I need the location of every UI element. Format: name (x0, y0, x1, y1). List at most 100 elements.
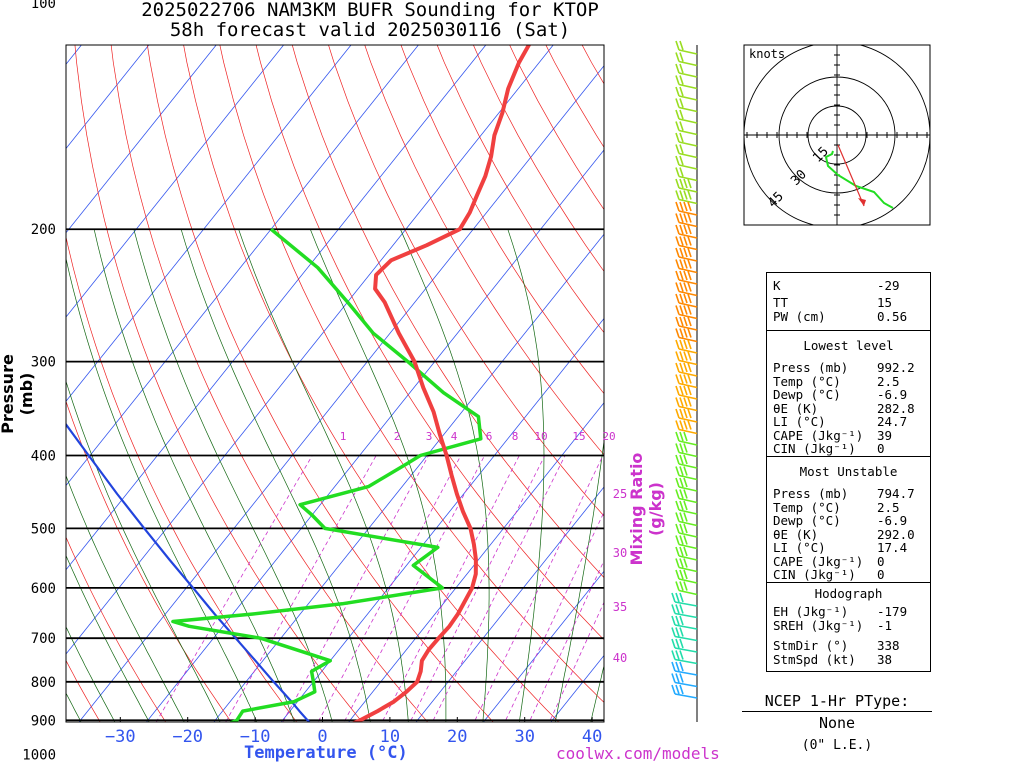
parcel-trace (66, 422, 311, 722)
pressure-tick-label: 500 (31, 521, 56, 537)
mixing-ratio-line (225, 455, 377, 722)
dry-adiabat-line (66, 235, 298, 722)
wind-barb (675, 98, 698, 113)
temperature-trace (351, 45, 532, 722)
wind-barb (675, 512, 698, 527)
wind-barb (671, 627, 698, 642)
isotherm-line (78, 65, 604, 722)
moist-adiabat-line (66, 554, 150, 722)
pressure-tick-label: 100 (31, 0, 56, 12)
wind-barb (675, 305, 698, 320)
wind-barb (675, 408, 698, 423)
mixing-ratio-label: 20 (602, 430, 615, 443)
indices-panel: K -29 TT 15 PW (cm) 0.56 Lowest level Press… (766, 272, 931, 672)
wind-barb (675, 190, 698, 205)
ptype-divider (742, 711, 932, 712)
wind-barb (675, 431, 698, 446)
pressure-tick-label: 800 (31, 675, 56, 691)
temperature-tick-label: 40 (582, 727, 602, 747)
wind-barb (675, 75, 698, 90)
moist-adiabat-line (400, 229, 490, 722)
mixing-ratio-line (282, 455, 429, 722)
isotherm-line (66, 45, 217, 234)
moist-adiabat-line (554, 438, 604, 722)
mixing-ratio-line (548, 601, 604, 722)
wind-barb (675, 420, 698, 435)
wind-barb (675, 259, 698, 274)
hodograph-row: EH (Jkg⁻¹) -179 (773, 604, 908, 619)
mixing-ratio-label: 8 (512, 430, 519, 443)
moist-adiabat-line (66, 256, 258, 722)
dewpoint-trace (171, 227, 483, 722)
temperature-tick-label: 30 (514, 727, 534, 747)
moist-adiabat-line (93, 229, 295, 722)
mixing-ratio-axis-label: Mixing Ratio (g/kg) (627, 452, 665, 566)
wind-barb (675, 178, 698, 193)
temperature-tick-label: 0 (317, 727, 327, 747)
isotherm-line (66, 45, 150, 150)
isotherm-edge-label: 25 (613, 487, 627, 501)
mixing-ratio-label: 10 (534, 430, 547, 443)
wind-barb (675, 224, 698, 239)
dry-adiabat-line (473, 45, 604, 272)
wind-barb (671, 673, 698, 688)
isotherm-line (415, 486, 604, 722)
wind-barb (671, 604, 698, 619)
dry-adiabat-line (328, 45, 604, 517)
lowest-level-row: CAPE (Jkg⁻¹) 39 (773, 427, 893, 443)
wind-barb (671, 650, 698, 665)
hodograph-units-label: knots (749, 47, 786, 61)
plot-frame (65, 44, 605, 723)
wind-barb (675, 351, 698, 366)
pressure-tick-label: 600 (31, 581, 56, 597)
mixing-ratio-line (409, 455, 546, 722)
wind-barb (675, 477, 698, 492)
moist-adiabat-line (180, 229, 371, 722)
lowest-level-row: θE (K) 282.8 (773, 400, 915, 416)
mixing-ratio-line (343, 455, 485, 722)
wind-barb (675, 535, 698, 550)
pressure-tick-label: 400 (31, 449, 56, 465)
mixing-ratio-line (317, 455, 462, 722)
wind-barb (675, 546, 698, 561)
mixing-ratio-label: 4 (451, 430, 458, 443)
wind-barb (675, 132, 698, 147)
isotherm-line (213, 233, 604, 722)
wind-barb (675, 236, 698, 251)
hodograph-row: SREH (Jkg⁻¹) -1 (773, 617, 893, 633)
credit-link[interactable]: coolwx.com/models (556, 744, 720, 763)
wind-barb (675, 397, 698, 412)
wind-barb (675, 316, 698, 331)
pressure-tick-label: 900 (31, 713, 56, 729)
wind-barb (675, 167, 698, 182)
moist-adiabat-line (309, 229, 447, 722)
pressure-axis-label: Pressure (mb) (0, 354, 36, 434)
most-unstable-row: θE (K) 292.0 (773, 526, 915, 542)
wind-barb (675, 339, 698, 354)
wind-barb (675, 109, 698, 124)
wind-barb (675, 144, 698, 159)
wind-barb (671, 638, 698, 653)
wind-barb (675, 466, 698, 481)
wind-barb (675, 454, 698, 469)
temperature-tick-label: −20 (172, 727, 203, 747)
wind-barb (675, 213, 698, 228)
dry-adiabat-line (509, 45, 604, 211)
lowest-level-row: CIN (Jkg⁻¹) 0 (773, 441, 885, 456)
most-unstable-row: CAPE (Jkg⁻¹) 0 (773, 553, 885, 569)
isotherm-line (482, 570, 604, 722)
wind-barb (675, 328, 698, 343)
most-unstable-header: Most Unstable (799, 464, 898, 479)
wind-barb (675, 282, 698, 297)
mixing-ratio-line (473, 455, 604, 722)
wind-barb (675, 52, 698, 67)
wind-barb (675, 270, 698, 285)
most-unstable-row: Temp (°C) 2.5 (773, 499, 900, 515)
temperature-tick-label: 10 (380, 727, 400, 747)
ptype-title: NCEP 1-Hr PType: (764, 692, 910, 710)
lowest-level-row: Press (mb) 992.2 (773, 360, 915, 375)
wind-barb (671, 592, 698, 607)
wind-barb (675, 581, 698, 596)
temperature-axis-label: Temperature (°C) (244, 743, 408, 763)
dry-adiabat-line (219, 45, 604, 703)
